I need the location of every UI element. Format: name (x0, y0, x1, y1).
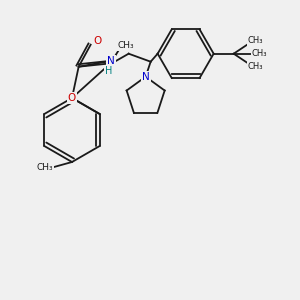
Text: N: N (107, 56, 115, 66)
Text: H: H (105, 66, 112, 76)
Text: CH₃: CH₃ (252, 49, 267, 58)
Text: CH₃: CH₃ (248, 36, 263, 45)
Text: CH₃: CH₃ (248, 62, 263, 71)
Text: CH₃: CH₃ (117, 41, 134, 50)
Text: CH₃: CH₃ (37, 163, 53, 172)
Text: O: O (68, 93, 76, 103)
Text: N: N (142, 72, 149, 82)
Text: O: O (94, 36, 102, 46)
